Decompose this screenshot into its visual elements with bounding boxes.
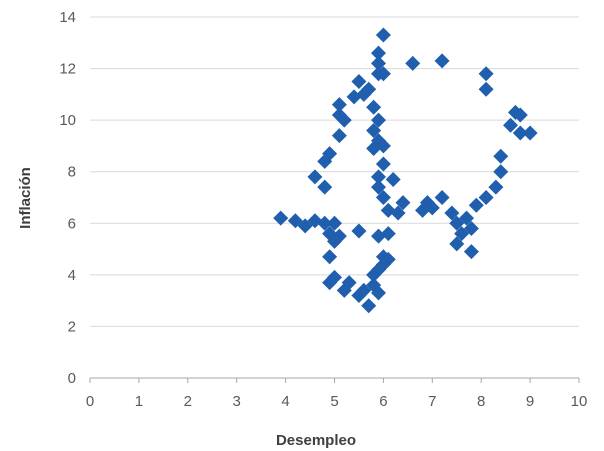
axes — [89, 377, 580, 383]
data-point — [371, 45, 387, 61]
data-point — [488, 179, 504, 195]
data-point — [317, 215, 333, 231]
y-tick-label: 8 — [68, 164, 76, 181]
data-point — [361, 81, 377, 97]
data-point — [493, 164, 509, 180]
x-tick-label: 10 — [571, 393, 588, 410]
data-point — [331, 128, 347, 144]
x-axis-title: Desempleo — [276, 432, 356, 449]
data-point — [375, 156, 391, 172]
y-tick-label: 6 — [68, 215, 76, 232]
x-tick-label: 4 — [281, 393, 289, 410]
y-tick-label: 10 — [59, 112, 76, 129]
data-points — [273, 27, 538, 314]
y-tick-label: 4 — [68, 267, 76, 284]
data-point — [459, 210, 475, 226]
data-point — [375, 190, 391, 205]
data-point — [463, 244, 479, 260]
data-point — [522, 125, 538, 141]
data-point — [371, 179, 387, 195]
data-point — [371, 112, 387, 128]
data-point — [273, 210, 289, 226]
data-point — [512, 125, 528, 141]
data-point — [434, 190, 450, 205]
data-point — [331, 97, 347, 113]
data-point — [463, 220, 479, 236]
y-tick-label: 2 — [68, 318, 76, 335]
data-point — [327, 269, 342, 285]
data-point — [395, 195, 411, 211]
y-tick-label: 14 — [59, 9, 76, 26]
data-point — [361, 298, 377, 314]
data-point — [375, 27, 391, 43]
data-point — [341, 275, 357, 291]
y-tick-label: 0 — [68, 370, 76, 387]
data-point — [375, 66, 391, 82]
data-point — [317, 179, 333, 195]
data-point — [390, 205, 406, 221]
data-point — [371, 285, 387, 301]
data-point — [468, 197, 484, 213]
x-tick-label: 0 — [86, 393, 94, 410]
data-point — [375, 257, 391, 273]
data-point — [380, 226, 396, 242]
y-axis-title: Inflación — [17, 167, 34, 229]
x-tick-label: 7 — [428, 393, 436, 410]
data-point — [405, 55, 421, 71]
y-tick-label: 12 — [59, 61, 76, 78]
data-point — [307, 169, 323, 185]
data-point — [449, 236, 465, 252]
data-point — [322, 146, 338, 162]
data-point — [322, 249, 338, 265]
data-point — [366, 99, 382, 115]
data-point — [351, 223, 367, 239]
x-tick-label: 9 — [526, 393, 534, 410]
data-point — [385, 171, 401, 187]
data-point — [478, 66, 494, 82]
data-point — [371, 55, 387, 71]
x-tick-label: 3 — [233, 393, 241, 410]
x-tick-label: 6 — [379, 393, 387, 410]
data-point — [478, 190, 494, 205]
data-point — [327, 215, 342, 231]
data-point — [366, 122, 382, 138]
data-point — [434, 53, 450, 69]
data-point — [371, 169, 387, 185]
data-point — [478, 81, 494, 97]
data-point — [331, 228, 347, 244]
data-point — [424, 200, 440, 216]
data-point — [375, 138, 391, 154]
data-point — [444, 205, 460, 221]
x-tick-label: 2 — [184, 393, 192, 410]
x-tick-label: 5 — [330, 393, 338, 410]
data-point — [493, 148, 509, 164]
data-point — [512, 107, 528, 123]
data-point — [336, 112, 352, 128]
data-point — [503, 117, 519, 133]
x-tick-label: 8 — [477, 393, 485, 410]
data-point — [351, 73, 367, 89]
x-tick-label: 1 — [135, 393, 143, 410]
